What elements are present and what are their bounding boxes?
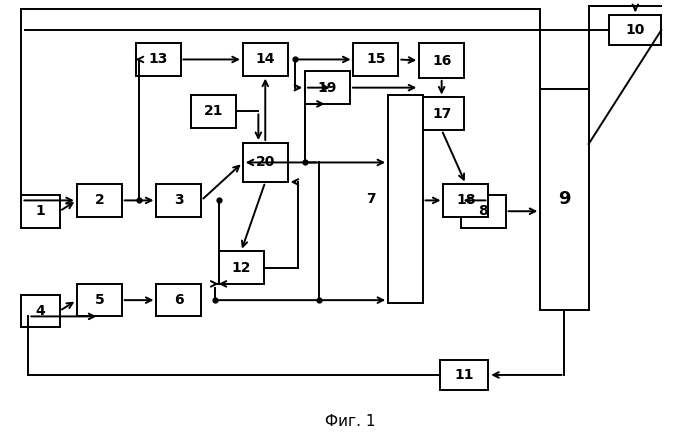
Text: 1: 1: [36, 204, 46, 218]
Bar: [419, 97, 464, 130]
Text: 15: 15: [366, 53, 386, 66]
Text: 20: 20: [256, 156, 275, 169]
Text: 6: 6: [174, 293, 183, 307]
Bar: [156, 184, 202, 217]
Bar: [388, 95, 423, 303]
Bar: [243, 143, 288, 182]
Bar: [22, 295, 60, 327]
Text: 3: 3: [174, 194, 183, 207]
Bar: [243, 43, 288, 76]
Bar: [443, 184, 489, 217]
Text: 2: 2: [94, 194, 104, 207]
Text: 19: 19: [318, 80, 337, 95]
Text: 5: 5: [94, 293, 104, 307]
Bar: [156, 284, 202, 316]
Text: 4: 4: [36, 304, 46, 318]
Text: Фиг. 1: Фиг. 1: [325, 414, 375, 429]
Text: 11: 11: [454, 368, 474, 382]
Bar: [305, 72, 350, 104]
Text: 8: 8: [478, 204, 488, 218]
Bar: [77, 284, 122, 316]
Text: 16: 16: [432, 53, 452, 68]
Bar: [77, 184, 122, 217]
Text: 14: 14: [256, 53, 275, 66]
Bar: [191, 95, 236, 128]
Text: 12: 12: [231, 261, 251, 274]
Bar: [22, 195, 60, 228]
Text: 13: 13: [148, 53, 168, 66]
Text: 18: 18: [456, 194, 475, 207]
Bar: [218, 251, 263, 284]
Bar: [610, 15, 662, 46]
Bar: [419, 43, 464, 78]
Text: 7: 7: [366, 192, 376, 206]
Bar: [461, 195, 505, 228]
Bar: [540, 89, 589, 310]
Bar: [136, 43, 181, 76]
Bar: [440, 360, 489, 390]
Bar: [354, 43, 398, 76]
Text: 21: 21: [204, 104, 223, 118]
Text: 17: 17: [432, 107, 452, 121]
Text: 9: 9: [558, 191, 570, 208]
Text: 10: 10: [626, 23, 645, 37]
